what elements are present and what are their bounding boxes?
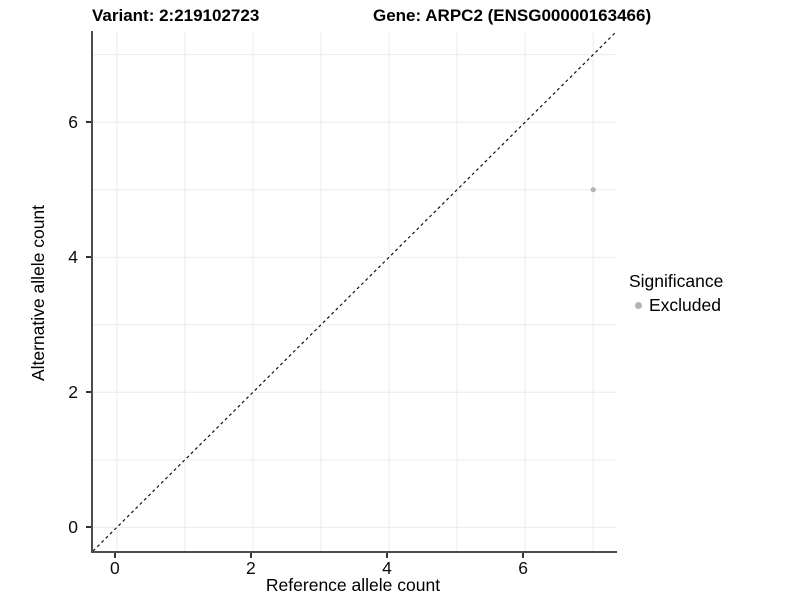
x-tick-label: 0 <box>109 558 120 578</box>
y-tick-mark <box>86 256 91 259</box>
variant-title: Variant: 2:219102723 <box>92 6 260 25</box>
scatter-plot-canvas <box>93 31 617 551</box>
y-tick-mark <box>86 121 91 124</box>
x-tick-mark <box>113 553 116 558</box>
y-axis-tick-labels: 0 2 4 6 <box>0 31 84 551</box>
legend-item-excluded: Excluded <box>629 295 723 316</box>
y-tick-mark <box>86 391 91 394</box>
data-point <box>590 187 596 193</box>
y-tick-mark <box>86 526 91 529</box>
x-tick-label: 4 <box>382 558 392 578</box>
y-tick-label: 2 <box>68 382 78 403</box>
y-axis-title: Alternative allele count <box>28 204 48 382</box>
legend-title: Significance <box>629 271 724 291</box>
legend-point-icon <box>635 302 642 309</box>
plot-panel <box>91 31 617 553</box>
legend: Significance Excluded <box>629 271 723 316</box>
legend-item-label: Excluded <box>649 295 721 315</box>
x-axis-title: Reference allele count <box>265 575 441 595</box>
x-tick-mark <box>522 553 525 558</box>
x-axis-tick-labels: 0 2 4 6 <box>91 558 615 578</box>
x-axis-ticks <box>91 553 615 559</box>
y-tick-label: 0 <box>68 517 78 538</box>
gene-title: Gene: ARPC2 (ENSG00000163466) <box>373 6 652 25</box>
x-tick-label: 2 <box>246 558 256 578</box>
identity-reference-line <box>93 31 617 551</box>
x-tick-mark <box>386 553 389 558</box>
y-tick-label: 4 <box>68 247 78 268</box>
x-tick-mark <box>249 553 252 558</box>
y-axis-ticks <box>85 31 91 551</box>
x-tick-label: 6 <box>518 558 528 578</box>
y-tick-label: 6 <box>68 112 78 133</box>
